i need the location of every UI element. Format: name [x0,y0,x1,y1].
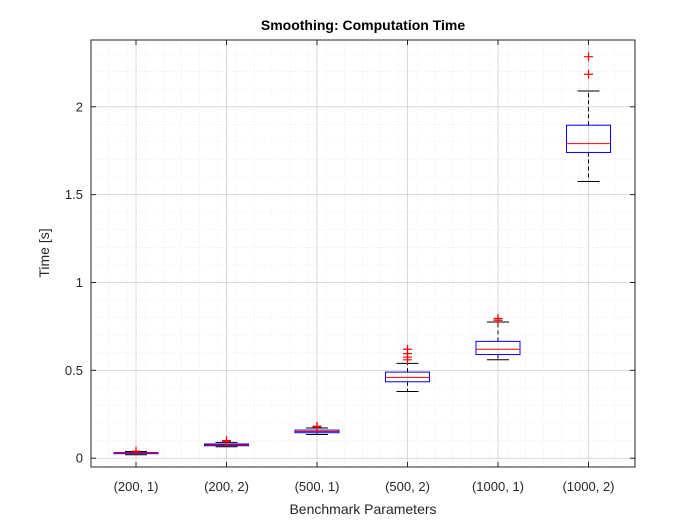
y-axis-label: Time [s] [36,228,52,277]
boxes [113,52,611,456]
box-group [566,52,611,182]
y-tick-label: 0 [76,451,83,466]
box-group [294,421,340,435]
x-tick-label: (500, 2) [385,479,430,494]
outlier-marker [131,446,141,456]
box-group [204,436,249,448]
tick-labels: 0 0.5 1 1.5 2 (200, 1) (200, 2) (500, 1) (500, 2… [65,99,615,494]
outlier-marker [312,421,322,431]
box-group [113,446,159,456]
outlier-marker [493,314,503,324]
outlier-marker [222,436,231,446]
box [475,340,521,356]
x-tick-label: (200, 1) [114,479,159,494]
box-group [475,314,521,361]
x-tick-label: (1000, 1) [472,479,524,494]
box [566,124,611,153]
major-grid [91,40,635,467]
y-tick-label: 2 [76,99,83,114]
y-tick-label: 0.5 [65,363,83,378]
plot-area [91,40,635,467]
x-tick-label: (1000, 2) [562,479,614,494]
outlier-marker [584,52,593,62]
axis-ticks [91,40,635,467]
x-tick-label: (500, 1) [295,479,340,494]
x-tick-label: (200, 2) [204,479,249,494]
outlier-marker [403,344,412,354]
outlier-marker [584,69,593,79]
chart-title: Smoothing: Computation Time [261,17,465,33]
y-tick-label: 1.5 [65,187,83,202]
x-axis-label: Benchmark Parameters [289,501,436,517]
y-tick-label: 1 [76,275,83,290]
axes-frame [90,39,636,468]
box-group [385,344,430,392]
